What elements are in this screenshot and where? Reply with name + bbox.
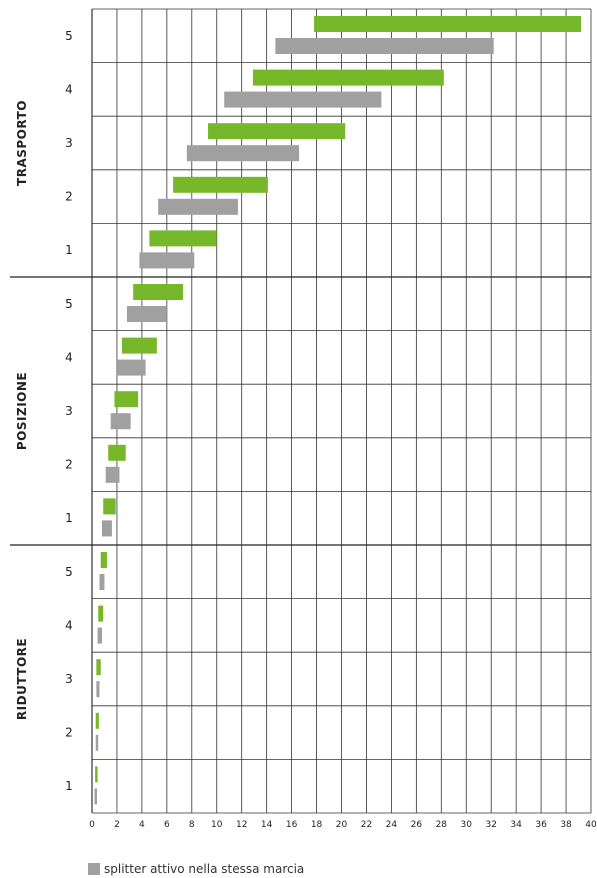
x-tick-label: 8	[189, 820, 195, 830]
legend-swatch-gray	[88, 863, 100, 875]
x-tick-label: 16	[286, 820, 298, 830]
bar-gray	[110, 413, 131, 430]
x-tick-label: 4	[139, 820, 145, 830]
gear-label: 3	[65, 136, 73, 150]
gear-label: 5	[65, 565, 73, 579]
bar-gray	[101, 520, 112, 537]
x-tick-label: 24	[386, 820, 398, 830]
bar-green	[95, 712, 99, 729]
x-tick-label: 0	[89, 820, 95, 830]
x-tick-label: 6	[164, 820, 170, 830]
gear-label: 3	[65, 404, 73, 418]
gear-label: 4	[65, 618, 73, 632]
gear-label: 1	[65, 243, 73, 257]
x-tick-label: 20	[336, 820, 348, 830]
x-tick-label: 18	[311, 820, 323, 830]
bar-green	[114, 391, 139, 408]
gear-speed-chart: 54321TRASPORTO54321POSIZIONE54321RIDUTTO…	[10, 8, 597, 830]
bar-green	[252, 69, 444, 86]
bar-gray	[224, 91, 382, 108]
legend-label: splitter attivo nella stessa marcia	[104, 862, 305, 876]
bar-gray	[95, 734, 99, 751]
bar-green	[208, 123, 346, 140]
group-label: RIDUTTORE	[15, 638, 29, 720]
bar-green	[149, 230, 217, 247]
legend: splitter attivo nella stessa marcia	[88, 861, 304, 877]
group-label: TRASPORTO	[15, 100, 29, 186]
x-tick-label: 22	[361, 820, 372, 830]
bar-gray	[94, 788, 97, 805]
bar-green	[95, 766, 98, 783]
x-tick-label: 2	[114, 820, 120, 830]
gear-label: 5	[65, 29, 73, 43]
bar-gray	[105, 466, 120, 483]
x-tick-label: 14	[261, 820, 273, 830]
bar-green	[103, 498, 116, 515]
bar-gray	[126, 306, 167, 322]
bar-gray	[186, 145, 300, 162]
x-tick-label: 10	[211, 820, 223, 830]
x-tick-label: 38	[560, 820, 572, 830]
x-tick-label: 34	[510, 820, 522, 830]
x-tick-label: 32	[485, 820, 496, 830]
gear-label: 3	[65, 672, 73, 686]
bar-green	[314, 16, 582, 32]
gear-label: 5	[65, 297, 73, 311]
bar-green	[173, 176, 268, 193]
group-label: POSIZIONE	[15, 372, 29, 450]
bar-green	[100, 552, 107, 568]
x-tick-label: 30	[461, 820, 473, 830]
bar-green	[121, 337, 157, 354]
bar-green	[108, 444, 126, 461]
gear-label: 2	[65, 190, 73, 204]
x-tick-label: 28	[436, 820, 448, 830]
x-tick-label: 26	[411, 820, 423, 830]
bar-gray	[97, 627, 102, 644]
gear-label: 1	[65, 779, 73, 793]
bar-gray	[99, 574, 105, 590]
bar-gray	[158, 198, 238, 215]
bar-gray	[275, 38, 494, 54]
bar-gray	[139, 252, 195, 269]
gear-label: 2	[65, 726, 73, 740]
bar-green	[133, 284, 184, 300]
x-tick-label: 40	[585, 820, 597, 830]
bar-gray	[96, 681, 100, 698]
bar-gray	[116, 359, 146, 376]
gear-label: 1	[65, 511, 73, 525]
x-tick-label: 36	[535, 820, 547, 830]
bar-green	[96, 659, 101, 676]
x-tick-label: 12	[236, 820, 247, 830]
bar-green	[98, 605, 104, 622]
gear-label: 2	[65, 458, 73, 472]
gear-label: 4	[65, 82, 73, 96]
gear-label: 4	[65, 350, 73, 364]
